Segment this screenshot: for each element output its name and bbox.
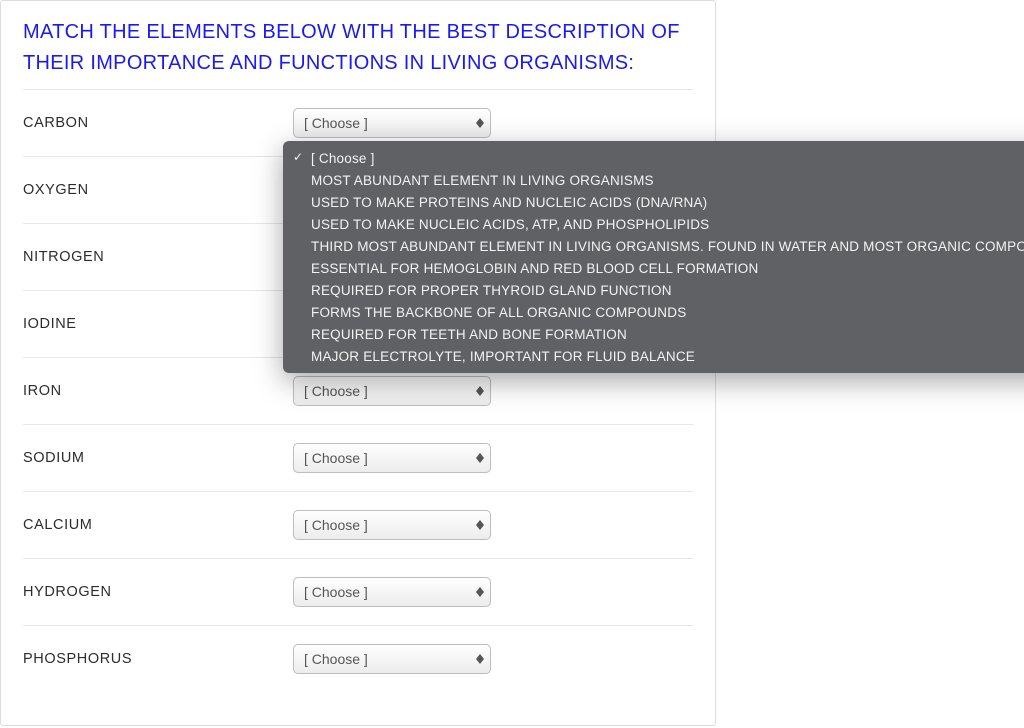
dropdown-option[interactable]: REQUIRED FOR PROPER THYROID GLAND FUNCTI… bbox=[283, 279, 1024, 301]
choose-select-iron[interactable]: [ Choose ] bbox=[293, 376, 491, 406]
select-value: [ Choose ] bbox=[304, 584, 368, 600]
select-arrows-icon bbox=[476, 453, 484, 463]
select-value: [ Choose ] bbox=[304, 517, 368, 533]
dropdown-option[interactable]: USED TO MAKE NUCLEIC ACIDS, ATP, AND PHO… bbox=[283, 213, 1024, 235]
match-row: HYDROGEN [ Choose ] bbox=[23, 558, 693, 625]
match-row: CALCIUM [ Choose ] bbox=[23, 491, 693, 558]
select-value: [ Choose ] bbox=[304, 383, 368, 399]
question-title: MATCH THE ELEMENTS BELOW WITH THE BEST D… bbox=[1, 1, 715, 89]
select-arrows-icon bbox=[476, 386, 484, 396]
dropdown-option[interactable]: REQUIRED FOR TEETH AND BONE FORMATION bbox=[283, 323, 1024, 345]
element-label: PHOSPHORUS bbox=[23, 651, 293, 667]
choose-select-carbon[interactable]: [ Choose ] bbox=[293, 108, 491, 138]
dropdown-option[interactable]: USED TO MAKE PROTEINS AND NUCLEIC ACIDS … bbox=[283, 191, 1024, 213]
element-label: IRON bbox=[23, 383, 293, 399]
element-label: HYDROGEN bbox=[23, 584, 293, 600]
element-label: NITROGEN bbox=[23, 249, 293, 265]
select-value: [ Choose ] bbox=[304, 115, 368, 131]
dropdown-menu: [ Choose ] MOST ABUNDANT ELEMENT IN LIVI… bbox=[283, 141, 1024, 373]
dropdown-option[interactable]: MOST ABUNDANT ELEMENT IN LIVING ORGANISM… bbox=[283, 169, 1024, 191]
element-label: CARBON bbox=[23, 115, 293, 131]
select-arrows-icon bbox=[476, 587, 484, 597]
match-row: SODIUM [ Choose ] bbox=[23, 424, 693, 491]
choose-select-calcium[interactable]: [ Choose ] bbox=[293, 510, 491, 540]
select-arrows-icon bbox=[476, 520, 484, 530]
choose-select-sodium[interactable]: [ Choose ] bbox=[293, 443, 491, 473]
select-arrows-icon bbox=[476, 118, 484, 128]
element-label: SODIUM bbox=[23, 450, 293, 466]
dropdown-option[interactable]: THIRD MOST ABUNDANT ELEMENT IN LIVING OR… bbox=[283, 235, 1024, 257]
select-value: [ Choose ] bbox=[304, 450, 368, 466]
dropdown-option[interactable]: FORMS THE BACKBONE OF ALL ORGANIC COMPOU… bbox=[283, 301, 1024, 323]
select-value: [ Choose ] bbox=[304, 651, 368, 667]
select-arrows-icon bbox=[476, 654, 484, 664]
dropdown-option[interactable]: [ Choose ] bbox=[283, 147, 1024, 169]
choose-select-phosphorus[interactable]: [ Choose ] bbox=[293, 644, 491, 674]
choose-select-hydrogen[interactable]: [ Choose ] bbox=[293, 577, 491, 607]
element-label: CALCIUM bbox=[23, 517, 293, 533]
match-row: PHOSPHORUS [ Choose ] bbox=[23, 625, 693, 692]
element-label: IODINE bbox=[23, 316, 293, 332]
dropdown-option[interactable]: MAJOR ELECTROLYTE, IMPORTANT FOR FLUID B… bbox=[283, 345, 1024, 367]
dropdown-option[interactable]: ESSENTIAL FOR HEMOGLOBIN AND RED BLOOD C… bbox=[283, 257, 1024, 279]
element-label: OXYGEN bbox=[23, 182, 293, 198]
question-panel: MATCH THE ELEMENTS BELOW WITH THE BEST D… bbox=[0, 0, 716, 726]
